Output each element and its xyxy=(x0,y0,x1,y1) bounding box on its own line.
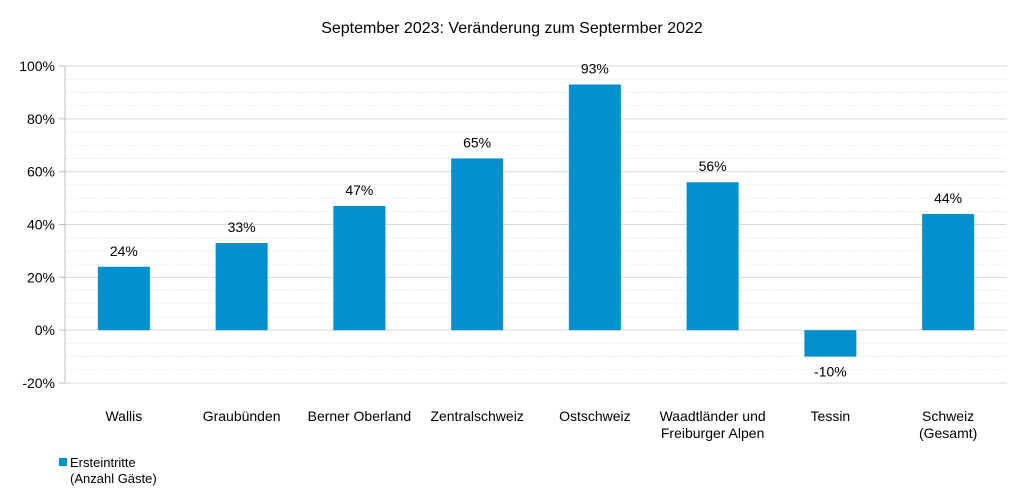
bar xyxy=(686,182,739,331)
bar xyxy=(804,330,857,357)
y-tick-label: 100% xyxy=(19,58,55,74)
bar xyxy=(215,242,268,331)
legend-swatch xyxy=(59,458,67,466)
data-label: 56% xyxy=(699,158,727,174)
data-label: 33% xyxy=(228,219,256,235)
data-label: 65% xyxy=(463,134,491,150)
bar xyxy=(97,266,150,331)
legend-label: (Anzahl Gäste) xyxy=(70,471,157,486)
x-category-label: Schweiz xyxy=(922,408,974,424)
data-label: 47% xyxy=(345,182,373,198)
x-category-label: Berner Oberland xyxy=(308,408,412,424)
x-category-label: Graubünden xyxy=(203,408,281,424)
x-axis-categories: Wallis Graubünden Berner Oberland Zentralsc… xyxy=(105,408,977,441)
x-category-label: Ostschweiz xyxy=(559,408,631,424)
data-label: 93% xyxy=(581,60,609,76)
bar xyxy=(568,84,621,331)
data-label: 24% xyxy=(110,243,138,259)
x-category-label: Freiburger Alpen xyxy=(661,425,765,441)
y-tick-label: 20% xyxy=(27,269,55,285)
x-category-label: Tessin xyxy=(811,408,851,424)
y-axis: -20% 0% 20% 40% 60% 80% 100% xyxy=(19,58,66,391)
y-tick-label: 0% xyxy=(35,322,55,338)
bar xyxy=(922,213,975,331)
y-tick-label: 40% xyxy=(27,217,55,233)
y-tick-label: 80% xyxy=(27,111,55,127)
grid-lines xyxy=(65,65,1007,384)
data-label: 44% xyxy=(934,190,962,206)
data-labels: 24% 33% 47% 65% 93% 56% -10% 44% xyxy=(110,60,962,379)
legend-label: Ersteintritte xyxy=(70,455,136,470)
y-tick-label: 60% xyxy=(27,164,55,180)
data-label: -10% xyxy=(814,364,847,380)
bars xyxy=(97,84,975,357)
bar xyxy=(451,158,504,331)
bar xyxy=(333,206,386,331)
x-category-label: Waadtländer und xyxy=(660,408,766,424)
x-category-label: Zentralschweiz xyxy=(430,408,523,424)
legend: Ersteintritte(Anzahl Gäste) xyxy=(59,455,157,486)
x-category-label: Wallis xyxy=(105,408,142,424)
chart-title: September 2023: Veränderung zum Septermb… xyxy=(321,20,703,37)
x-category-label: (Gesamt) xyxy=(919,425,977,441)
y-tick-label: -20% xyxy=(22,375,55,391)
